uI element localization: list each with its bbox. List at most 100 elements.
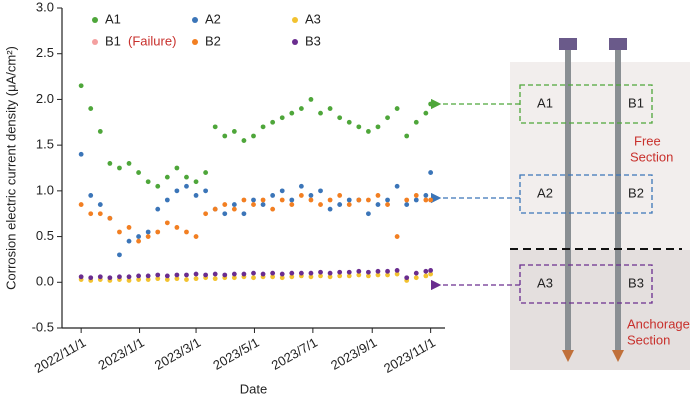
data-point (279, 188, 285, 194)
data-point (346, 197, 352, 203)
section-label: Anchorage (627, 316, 690, 331)
data-point (251, 133, 256, 139)
data-point (155, 183, 161, 189)
box (519, 264, 653, 304)
y-tick-label: 3.0 (36, 0, 54, 14)
data-point (394, 268, 400, 273)
data-point (78, 151, 84, 157)
data-point (184, 272, 189, 278)
data-point (231, 271, 237, 277)
data-point (385, 268, 390, 274)
rod (615, 45, 621, 350)
data-point (164, 273, 170, 279)
data-point (212, 271, 218, 277)
data-point (155, 272, 161, 278)
data-point (428, 101, 434, 107)
data-point (279, 271, 285, 277)
data-point (260, 271, 266, 277)
rod-head (609, 38, 627, 50)
data-point (298, 183, 304, 189)
data-point (126, 274, 132, 280)
data-point (164, 197, 170, 203)
data-point (366, 269, 371, 275)
data-point (164, 174, 170, 180)
data-point (97, 211, 103, 217)
data-point (117, 252, 122, 258)
data-point (375, 202, 381, 207)
data-point (337, 115, 343, 121)
data-point (346, 269, 352, 275)
data-point (212, 206, 218, 212)
data-point (279, 275, 285, 281)
data-point (136, 277, 142, 282)
section-label: Section (627, 332, 670, 347)
x-tick-label: 2022/11/1 (32, 335, 89, 376)
data-point (318, 202, 323, 207)
data-point (174, 188, 180, 194)
data-point (222, 133, 228, 139)
data-point (375, 124, 381, 130)
data-point (270, 206, 276, 212)
data-point (241, 271, 247, 277)
data-point (145, 179, 151, 185)
data-point (193, 271, 199, 277)
box-label: A3 (537, 275, 553, 290)
data-point (88, 275, 94, 281)
data-point (126, 161, 132, 166)
data-point (212, 276, 218, 282)
y-tick-label: 2.0 (36, 91, 54, 106)
data-point (88, 211, 94, 217)
data-point (289, 202, 295, 207)
data-point (97, 202, 103, 207)
x-tick-label: 2023/3/1 (152, 335, 203, 373)
data-point (346, 273, 352, 279)
box-label: B3 (628, 275, 644, 290)
data-point (356, 197, 362, 203)
data-point (193, 276, 199, 282)
legend-label: A3 (305, 11, 321, 26)
data-point (260, 202, 266, 207)
data-point (423, 273, 429, 279)
y-tick-label: -0.5 (32, 319, 54, 334)
data-point (231, 129, 237, 134)
data-point (327, 106, 333, 111)
data-point (279, 197, 285, 203)
data-point (136, 238, 142, 244)
data-point (270, 193, 276, 198)
box-label: A1 (537, 95, 553, 110)
data-point (346, 202, 352, 207)
data-point (212, 124, 218, 130)
data-point (251, 270, 256, 276)
rod-head (559, 38, 577, 50)
data-point (366, 211, 371, 217)
legend-marker (192, 17, 198, 23)
legend-label: B1 (105, 33, 121, 48)
failure-note: (Failure) (128, 33, 176, 48)
data-point (413, 119, 419, 125)
data-point (366, 129, 371, 134)
data-point (231, 206, 237, 212)
data-point (404, 275, 410, 281)
data-point (107, 161, 113, 166)
data-point (375, 193, 381, 198)
data-point (413, 275, 419, 281)
data-point (394, 106, 400, 111)
data-point (88, 106, 94, 111)
data-point (394, 271, 400, 277)
data-point (346, 119, 352, 125)
data-point (193, 234, 199, 239)
rod-tip (562, 350, 574, 362)
data-point (231, 275, 237, 281)
x-tick-label: 2023/1/1 (95, 335, 146, 373)
data-point (222, 202, 228, 207)
y-axis-label: Corrosion electric current density (μA/c… (3, 46, 18, 290)
data-point (97, 129, 103, 134)
data-point (327, 270, 333, 276)
x-tick-label: 2023/5/1 (210, 335, 261, 373)
data-point (413, 270, 419, 276)
data-point (428, 197, 434, 203)
data-point (356, 124, 362, 130)
data-point (318, 269, 323, 275)
data-point (385, 115, 390, 121)
